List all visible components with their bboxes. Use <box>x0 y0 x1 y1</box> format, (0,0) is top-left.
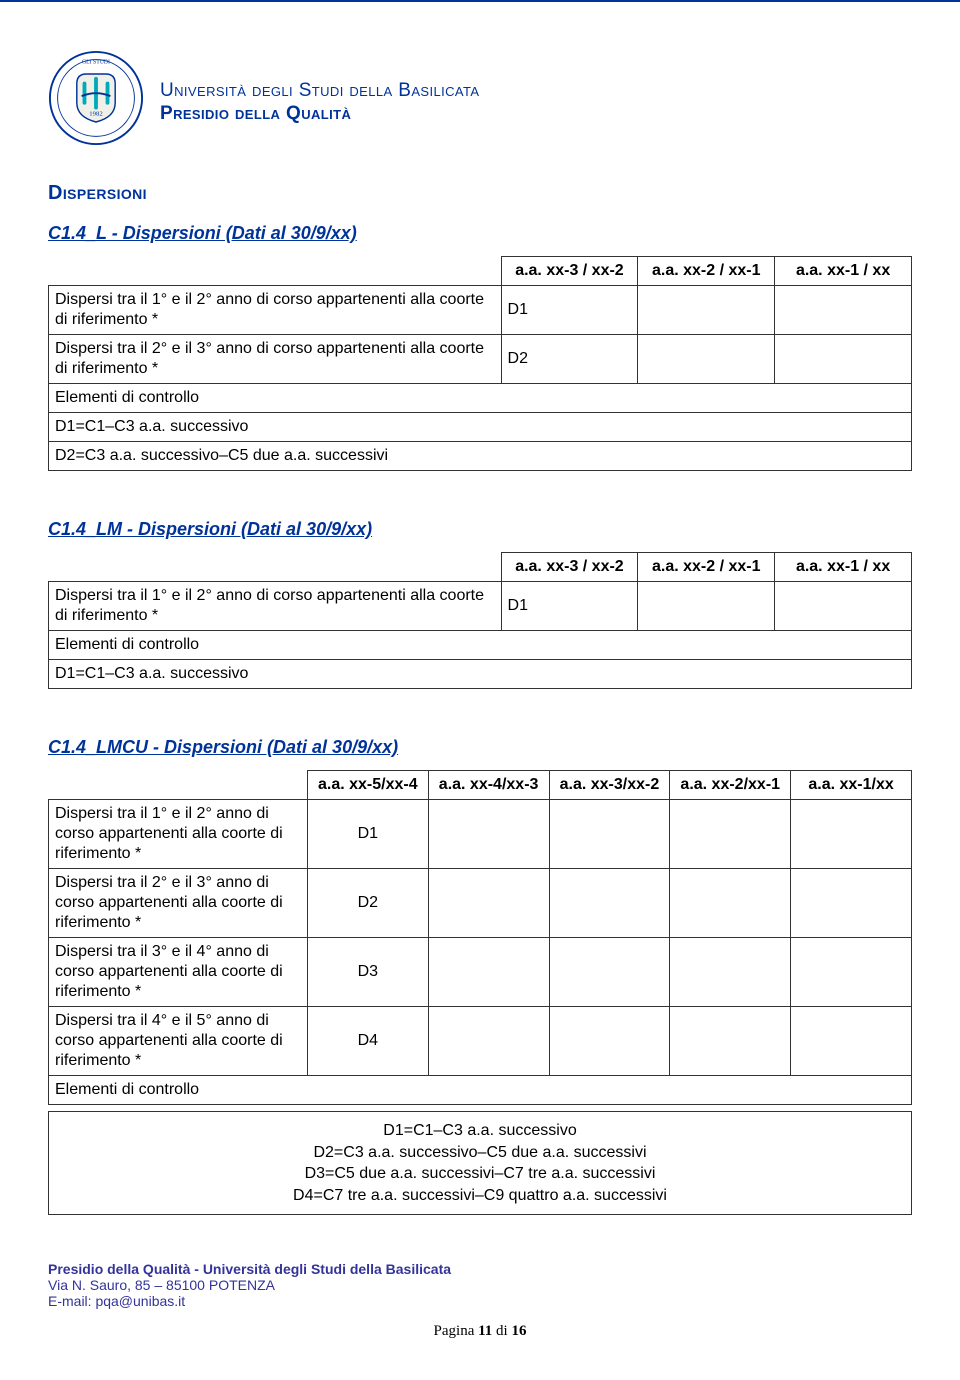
cell-empty <box>775 582 912 631</box>
control-line: D1=C1–C3 a.a. successivo <box>49 413 912 442</box>
page-number: Pagina 11 di 16 <box>48 1323 912 1340</box>
cell-empty <box>638 582 775 631</box>
control-line: D2=C3 a.a. successivo–C5 due a.a. succes… <box>49 1142 911 1164</box>
cell-empty <box>775 286 912 335</box>
table-header: a.a. xx-2/xx-1 <box>670 771 791 800</box>
control-title: Elementi di controllo <box>49 1076 912 1105</box>
footer-email: E-mail: pqa@unibas.it <box>48 1293 912 1309</box>
cell-value: D3 <box>307 938 428 1007</box>
control-line: D1=C1–C3 a.a. successivo <box>49 660 912 689</box>
footer-addr: Via N. Sauro, 85 – 85100 POTENZA <box>48 1277 912 1293</box>
svg-text:GLI STUDI: GLI STUDI <box>82 59 110 65</box>
row-label: Dispersi tra il 1° e il 2° anno di corso… <box>49 286 502 335</box>
subsection-heading-l: C1.4_L - Dispersioni (Dati al 30/9/xx) <box>48 223 912 244</box>
subsection-heading-lm: C1.4_LM - Dispersioni (Dati al 30/9/xx) <box>48 519 912 540</box>
table-l: a.a. xx-3 / xx-2 a.a. xx-2 / xx-1 a.a. x… <box>48 256 912 471</box>
row-label: Dispersi tra il 3° e il 4° anno di corso… <box>49 938 308 1007</box>
row-label: Dispersi tra il 2° e il 3° anno di corso… <box>49 869 308 938</box>
subsection-heading-lmcu: C1.4_LMCU - Dispersioni (Dati al 30/9/xx… <box>48 737 912 758</box>
section-heading-dispersioni: Dispersioni <box>48 182 912 205</box>
svg-text:1982: 1982 <box>89 110 102 117</box>
table-lmcu: a.a. xx-5/xx-4 a.a. xx-4/xx-3 a.a. xx-3/… <box>48 770 912 1105</box>
row-label: Dispersi tra il 4° e il 5° anno di corso… <box>49 1007 308 1076</box>
section-l: C1.4_L - Dispersioni (Dati al 30/9/xx) a… <box>48 223 912 471</box>
table-header: a.a. xx-5/xx-4 <box>307 771 428 800</box>
table-header: a.a. xx-3/xx-2 <box>549 771 670 800</box>
row-label: Dispersi tra il 2° e il 3° anno di corso… <box>49 335 502 384</box>
table-lm: a.a. xx-3 / xx-2 a.a. xx-2 / xx-1 a.a. x… <box>48 552 912 689</box>
document-header: 1982 GLI STUDI Università degli Studi de… <box>48 50 912 146</box>
cell-empty <box>775 335 912 384</box>
section-lm: C1.4_LM - Dispersioni (Dati al 30/9/xx) … <box>48 519 912 689</box>
cell-empty <box>638 335 775 384</box>
table-header: a.a. xx-1/xx <box>791 771 912 800</box>
control-box-lmcu: D1=C1–C3 a.a. successivo D2=C3 a.a. succ… <box>48 1111 912 1215</box>
control-line: D2=C3 a.a. successivo–C5 due a.a. succes… <box>49 442 912 471</box>
table-header: a.a. xx-4/xx-3 <box>428 771 549 800</box>
control-line: D3=C5 due a.a. successivi–C7 tre a.a. su… <box>49 1163 911 1185</box>
section-lmcu: C1.4_LMCU - Dispersioni (Dati al 30/9/xx… <box>48 737 912 1215</box>
footer-org: Presidio della Qualità - Università degl… <box>48 1261 912 1277</box>
control-line: D1=C1–C3 a.a. successivo <box>49 1120 911 1142</box>
table-header: a.a. xx-2 / xx-1 <box>638 553 775 582</box>
table-header: a.a. xx-3 / xx-2 <box>501 553 638 582</box>
row-label: Dispersi tra il 1° e il 2° anno di corso… <box>49 582 502 631</box>
footer: Presidio della Qualità - Università degl… <box>48 1261 912 1340</box>
cell-value: D2 <box>501 335 638 384</box>
control-title: Elementi di controllo <box>49 631 912 660</box>
cell-value: D4 <box>307 1007 428 1076</box>
cell-value: D1 <box>501 286 638 335</box>
cell-value: D1 <box>501 582 638 631</box>
cell-value: D2 <box>307 869 428 938</box>
header-title: Università degli Studi della Basilicata <box>160 79 479 104</box>
table-header: a.a. xx-1 / xx <box>775 257 912 286</box>
table-header: a.a. xx-2 / xx-1 <box>638 257 775 286</box>
control-line: D4=C7 tre a.a. successivi–C9 quattro a.a… <box>49 1185 911 1207</box>
table-header: a.a. xx-3 / xx-2 <box>501 257 638 286</box>
cell-value: D1 <box>307 800 428 869</box>
control-title: Elementi di controllo <box>49 384 912 413</box>
university-logo: 1982 GLI STUDI <box>48 50 144 146</box>
table-header: a.a. xx-1 / xx <box>775 553 912 582</box>
row-label: Dispersi tra il 1° e il 2° anno di corso… <box>49 800 308 869</box>
cell-empty <box>638 286 775 335</box>
header-subtitle: Presidio della Qualità <box>160 103 479 125</box>
